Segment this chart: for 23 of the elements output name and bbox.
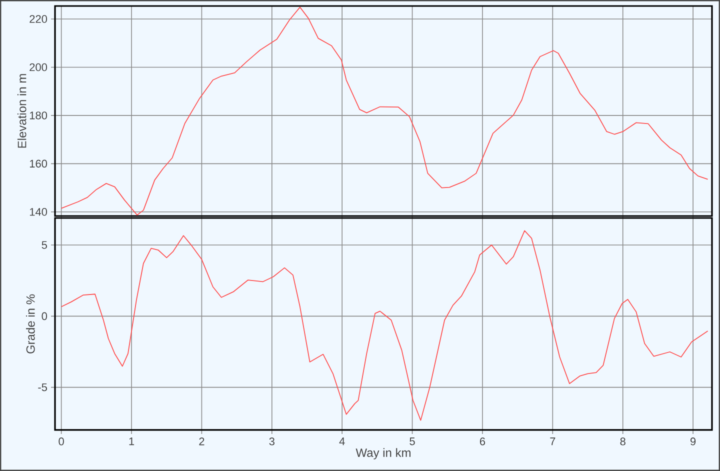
y-tick-label: 0 (42, 312, 48, 320)
y-axis-title: Elevation in m (17, 74, 26, 148)
line-series (60, 230, 708, 421)
line-series (60, 6, 708, 216)
x-tick-label: 9 (690, 438, 696, 446)
x-tick-label: 8 (620, 438, 626, 446)
x-tick-label: 6 (480, 438, 486, 446)
y-tick-label: 200 (30, 63, 48, 72)
y-tick-label: -5 (38, 383, 48, 392)
x-tick-label: 3 (269, 438, 274, 446)
x-tick-label: 7 (550, 438, 556, 446)
y-tick-label: 180 (30, 112, 48, 120)
x-axis-title: Way in km (356, 448, 410, 460)
x-tick-label: 4 (339, 438, 345, 446)
x-tick-label: 5 (410, 438, 415, 446)
x-tick-label: 2 (199, 438, 204, 446)
x-tick-label: 0 (58, 438, 64, 446)
y-tick-label: 140 (30, 208, 48, 216)
y-tick-label: 220 (30, 15, 48, 23)
y-tick-label: 5 (42, 241, 48, 249)
y-axis-title: Grade in % (26, 294, 35, 354)
y-tick-label: 160 (30, 160, 48, 168)
x-tick-label: 1 (129, 438, 134, 446)
